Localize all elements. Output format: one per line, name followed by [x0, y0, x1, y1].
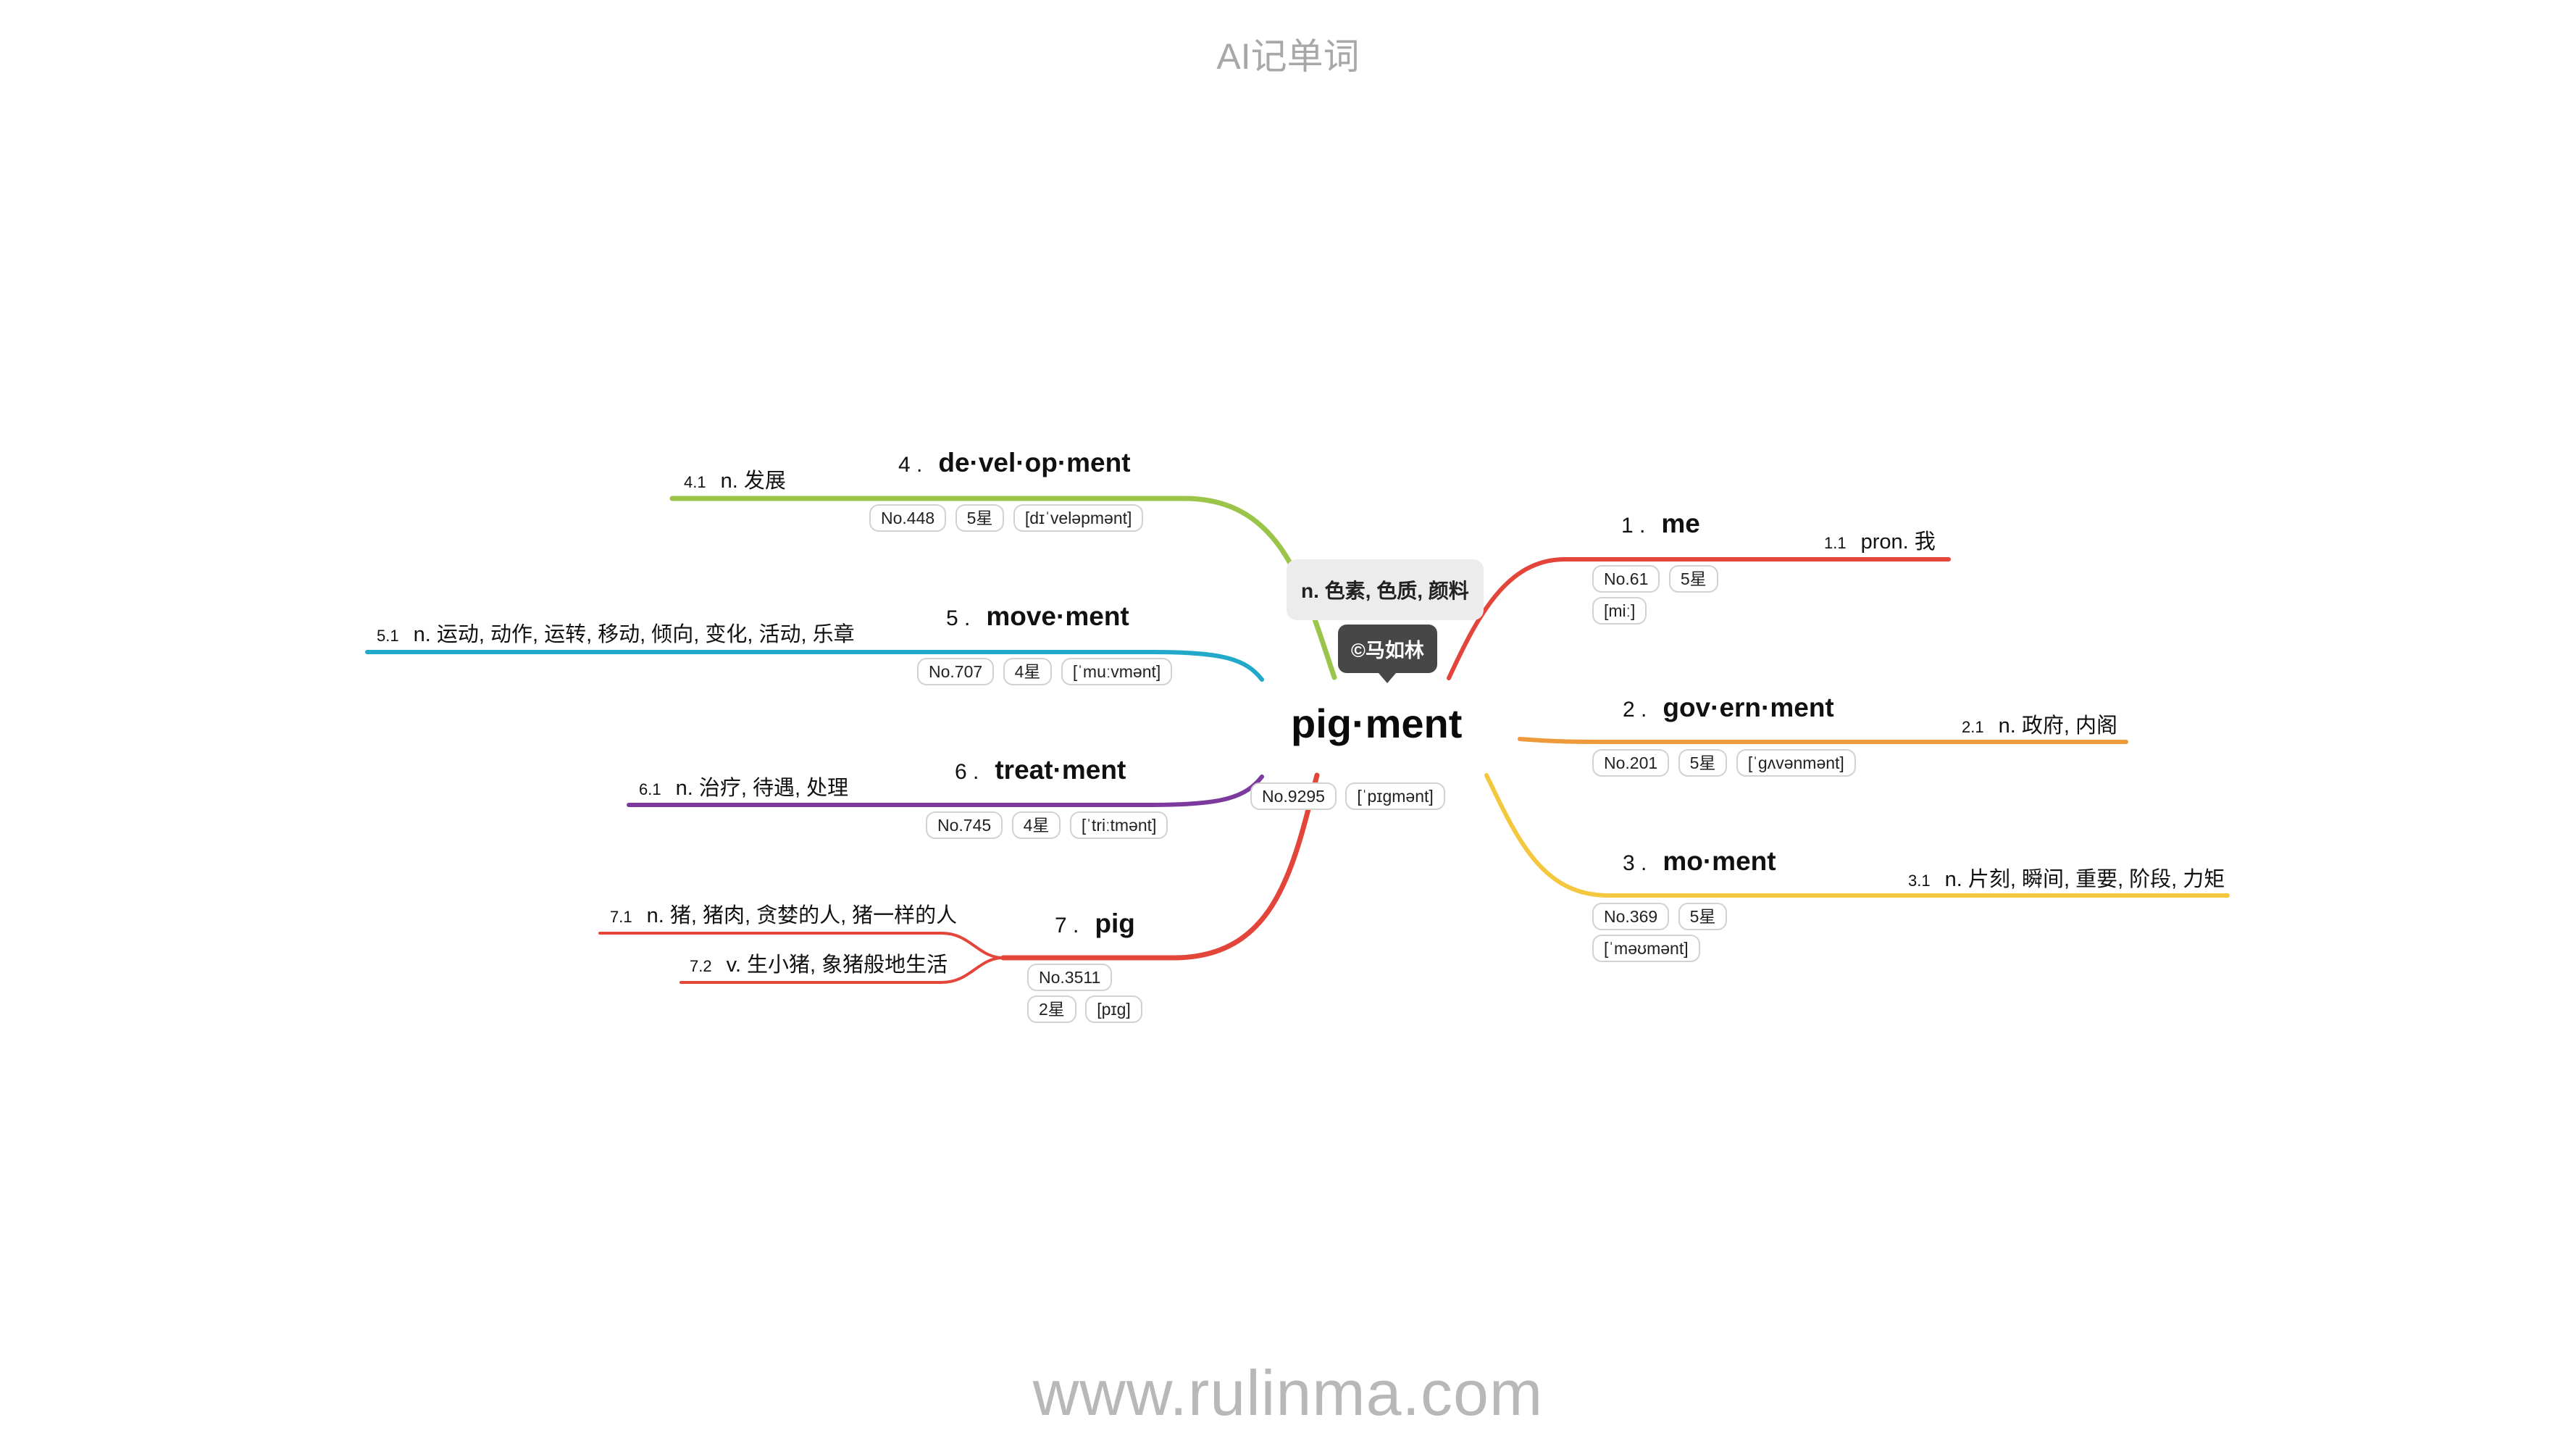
- phonetic-tag: [ˈpɪgmənt]: [1345, 782, 1445, 810]
- rank-tag: No.201: [1592, 749, 1670, 777]
- definition-index: 6.1: [639, 780, 661, 798]
- definition-text: pron. 我: [1860, 530, 1936, 554]
- connector-development: [669, 496, 1337, 680]
- rank-tag: No.61: [1592, 565, 1660, 593]
- definition-text: v. 生小猪, 象猪般地生活: [726, 953, 948, 977]
- definition-development: 4.1 n. 发展: [684, 464, 786, 494]
- tags-me: No.61 5星: [1592, 565, 1724, 593]
- star-tag: 5星: [1668, 565, 1718, 593]
- connector-pig-def1: [598, 932, 1005, 959]
- definition-index: 7.2: [690, 957, 712, 975]
- rank-tag: No.9295: [1250, 782, 1337, 810]
- definition-government: 2.1 n. 政府, 内阁: [1962, 709, 2117, 739]
- branch-number: 1 .: [1621, 514, 1646, 538]
- connector-pig-def2: [679, 956, 1005, 984]
- branch-number: 6 .: [955, 760, 979, 784]
- definition-text: n. 发展: [720, 469, 786, 493]
- branch-number: 5 .: [946, 606, 971, 630]
- star-tag: 2星: [1027, 995, 1076, 1023]
- definition-index: 7.1: [610, 908, 632, 926]
- rank-tag: No.707: [917, 658, 995, 685]
- definition-treatment: 6.1 n. 治疗, 待遇, 处理: [639, 771, 848, 801]
- connector-pig: [1000, 772, 1320, 961]
- branch-number: 3 .: [1623, 851, 1647, 875]
- branch-number: 2 .: [1623, 698, 1647, 722]
- tags-movement: No.707 4星 [ˈmuːvmənt]: [917, 658, 1178, 685]
- connector-me: [1447, 557, 1951, 680]
- definition-me: 1.1 pron. 我: [1824, 525, 1936, 555]
- branch-title-government[interactable]: 2 . gov·ern·ment: [1623, 693, 1834, 723]
- definition-text: n. 治疗, 待遇, 处理: [675, 777, 849, 800]
- tags-government: No.201 5星 [ˈɡʌvənmənt]: [1592, 749, 1862, 777]
- phonetic-tag: [ˈɡʌvənmənt]: [1736, 749, 1856, 777]
- definition-index: 2.1: [1962, 718, 1984, 736]
- star-tag: 4星: [1003, 658, 1053, 685]
- root-meaning-pill: n. 色素, 色质, 颜料: [1287, 559, 1484, 620]
- star-tag: 5星: [1678, 749, 1728, 777]
- phonetic-tag: [pɪg]: [1085, 995, 1142, 1023]
- definition-pig-2: 7.2 v. 生小猪, 象猪般地生活: [690, 948, 948, 978]
- connector-moment: [1484, 773, 2230, 898]
- definition-index: 4.1: [684, 473, 706, 491]
- definition-text: n. 猪, 猪肉, 贪婪的人, 猪一样的人: [646, 904, 958, 927]
- connector-movement: [365, 650, 1264, 682]
- branch-title-treatment[interactable]: 6 . treat·ment: [955, 755, 1126, 785]
- branch-word: me: [1661, 509, 1700, 538]
- phonetic-tag: [dɪˈveləpmənt]: [1013, 504, 1144, 532]
- branch-word: treat·ment: [995, 755, 1126, 785]
- branch-word: gov·ern·ment: [1663, 693, 1834, 722]
- branch-title-moment[interactable]: 3 . mo·ment: [1623, 846, 1776, 877]
- tags-treatment: No.745 4星 [ˈtriːtmənt]: [926, 811, 1174, 839]
- footer-url[interactable]: www.rulinma.com: [1032, 1357, 1544, 1429]
- definition-text: n. 政府, 内阁: [1998, 714, 2117, 738]
- rank-tag: No.745: [926, 811, 1003, 839]
- rank-tag: No.369: [1592, 903, 1670, 930]
- root-tags: No.9295 [ˈpɪgmənt]: [1250, 782, 1451, 810]
- phonetic-tag: [ˈtriːtmənt]: [1069, 811, 1168, 839]
- phonetic-tag: [miː]: [1592, 597, 1647, 625]
- definition-index: 1.1: [1824, 534, 1847, 552]
- definition-text: n. 片刻, 瞬间, 重要, 阶段, 力矩: [1944, 868, 2225, 891]
- branch-number: 7 .: [1055, 914, 1079, 938]
- definition-pig-1: 7.1 n. 猪, 猪肉, 贪婪的人, 猪一样的人: [610, 898, 957, 929]
- tags-moment: No.369 5星: [1592, 903, 1733, 930]
- branch-word: move·ment: [986, 601, 1129, 631]
- star-tag: 5星: [1678, 903, 1728, 930]
- branch-title-pig[interactable]: 7 . pig: [1055, 909, 1135, 939]
- tags-me-row2: [miː]: [1592, 597, 1652, 625]
- connector-government: [1518, 737, 2128, 744]
- definition-index: 3.1: [1908, 872, 1931, 890]
- phonetic-tag: [ˈmuːvmənt]: [1061, 658, 1173, 685]
- branch-title-development[interactable]: 4 . de·vel·op·ment: [898, 448, 1131, 478]
- star-tag: 4星: [1011, 811, 1061, 839]
- tags-moment-row2: [ˈməʊmənt]: [1592, 935, 1706, 962]
- branch-number: 4 .: [898, 453, 923, 477]
- tags-pig-row2: 2星 [pɪg]: [1027, 995, 1148, 1023]
- rank-tag: No.3511: [1027, 964, 1113, 991]
- definition-moment: 3.1 n. 片刻, 瞬间, 重要, 阶段, 力矩: [1908, 862, 2225, 893]
- root-word[interactable]: pig·ment: [1291, 701, 1463, 746]
- definition-index: 5.1: [377, 627, 399, 645]
- tags-pig: No.3511: [1027, 964, 1118, 991]
- star-tag: 5星: [955, 504, 1005, 532]
- branch-word: de·vel·op·ment: [938, 448, 1131, 477]
- app-header-title: AI记单词: [1216, 36, 1360, 77]
- definition-movement: 5.1 n. 运动, 动作, 运转, 移动, 倾向, 变化, 活动, 乐章: [377, 617, 855, 648]
- branch-word: pig: [1095, 909, 1135, 938]
- definition-text: n. 运动, 动作, 运转, 移动, 倾向, 变化, 活动, 乐章: [413, 623, 855, 646]
- rank-tag: No.448: [869, 504, 947, 532]
- tags-development: No.448 5星 [dɪˈveləpmənt]: [869, 504, 1149, 532]
- phonetic-tag: [ˈməʊmənt]: [1592, 935, 1700, 962]
- watermark-badge: ©马如林: [1338, 625, 1437, 683]
- branch-title-me[interactable]: 1 . me: [1621, 509, 1700, 539]
- branch-title-movement[interactable]: 5 . move·ment: [946, 601, 1129, 632]
- branch-word: mo·ment: [1663, 846, 1776, 876]
